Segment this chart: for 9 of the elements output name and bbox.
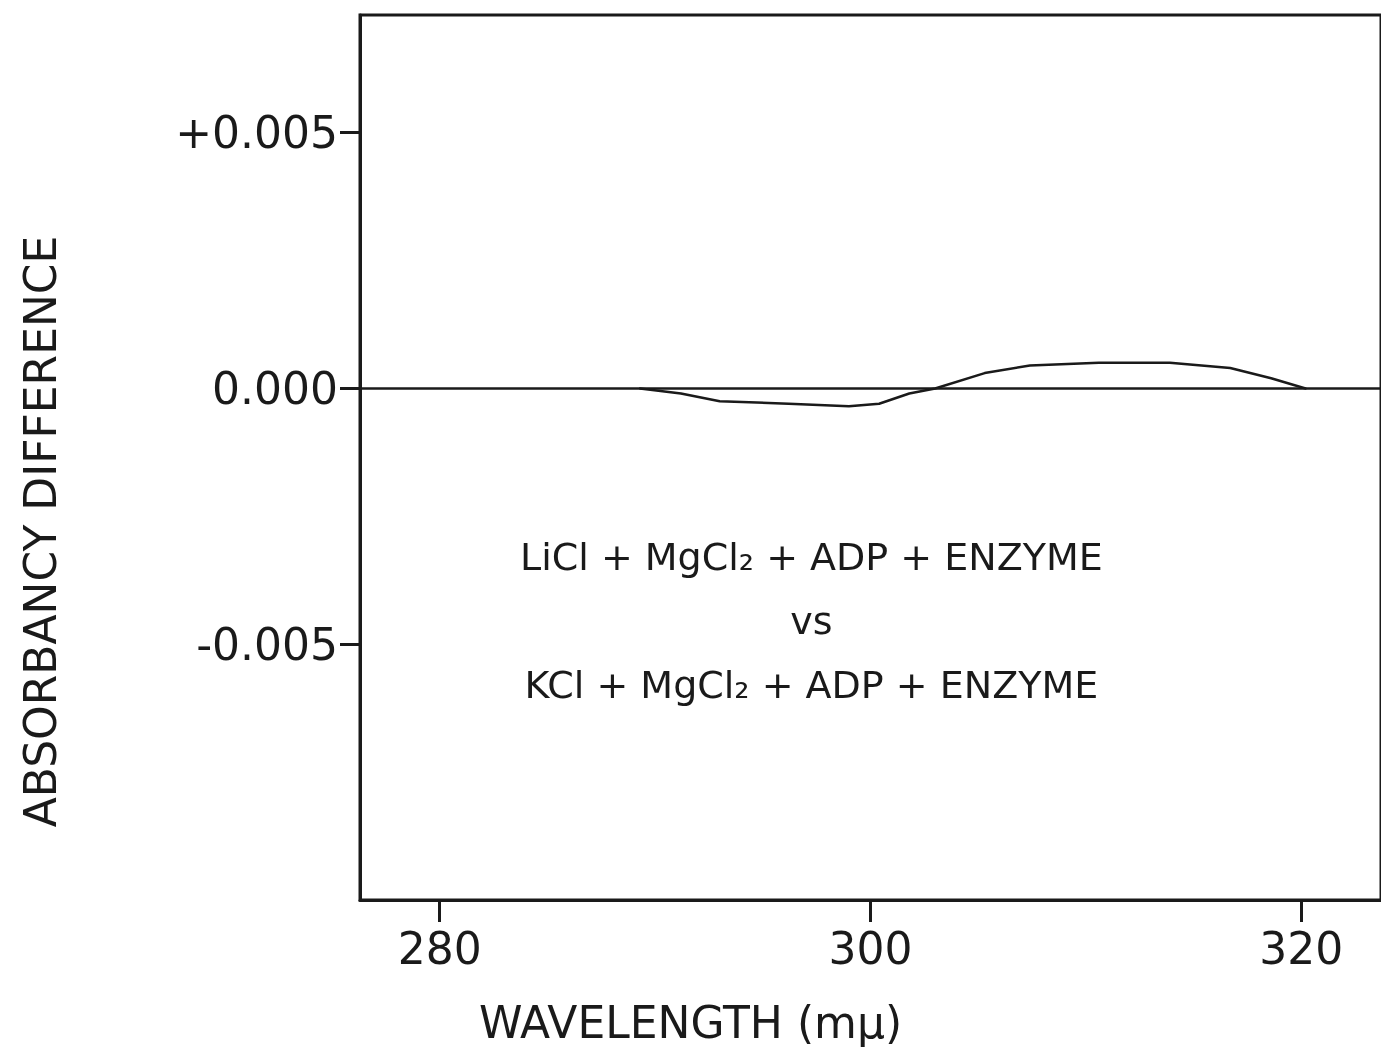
y-axis-title: ABSORBANCY DIFFERENCE xyxy=(14,235,66,828)
x-axis-title: WAVELENGTH (mμ) xyxy=(478,996,903,1048)
x-tick-label: 300 xyxy=(828,922,913,974)
y-tick-label: -0.005 xyxy=(196,618,338,670)
x-tick-label: 320 xyxy=(1259,922,1344,974)
y-tick-label: 0.000 xyxy=(212,362,338,414)
annotation: LiCl + MgCl₂ + ADP + ENZYME vs KCl + MgCl₂ + ADP + ENZYME xyxy=(519,535,1103,707)
y-tick-label: +0.005 xyxy=(175,107,338,159)
x-tick-label: 280 xyxy=(397,922,482,974)
